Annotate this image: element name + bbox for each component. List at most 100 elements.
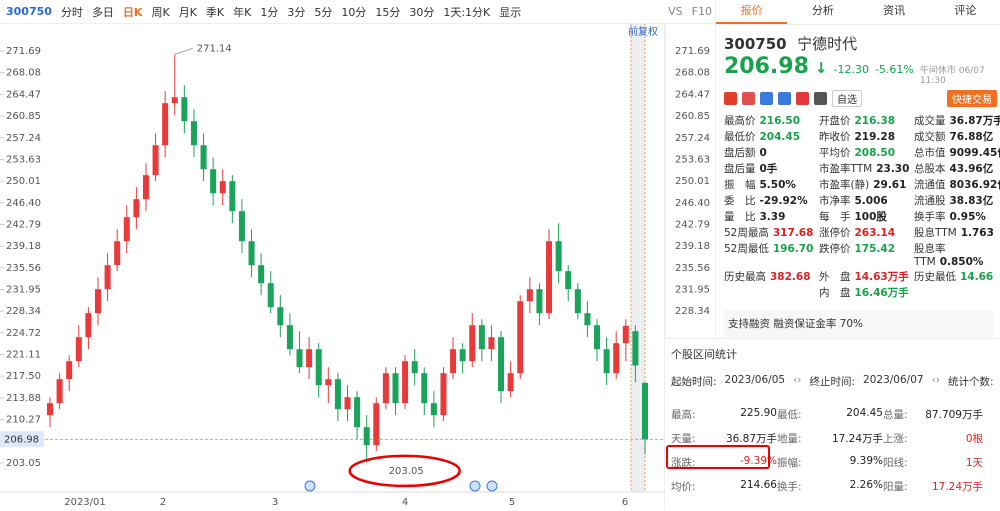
stat-value: 36.87万手: [950, 115, 1000, 127]
start-date[interactable]: 2023/06/05: [725, 374, 786, 389]
period-tab[interactable]: 5分: [314, 4, 332, 20]
price-line: 206.98 ↓ -12.30 -5.61% 午间休市 06/07 11:30: [724, 54, 1000, 86]
candle-body: [114, 241, 120, 265]
stat-value: 76.88亿: [950, 131, 994, 143]
period-tab[interactable]: 1分: [260, 4, 278, 20]
icon: [742, 92, 755, 105]
x-tick-label: 3: [272, 497, 278, 508]
quote-tab[interactable]: 评论: [930, 0, 1000, 24]
adjust-label: 前复权: [628, 25, 658, 38]
candle-body: [383, 373, 389, 403]
candle-body: [172, 97, 178, 103]
interval-range: 起始时间: 2023/06/05‹› 终止时间: 2023/06/07‹› 统计…: [671, 374, 1000, 389]
y-tick-label-right: 228.34: [675, 306, 710, 317]
empty: [724, 285, 819, 300]
icon: [778, 92, 791, 105]
period-tab[interactable]: 季K: [206, 4, 224, 20]
interval-title: 个股区间统计: [671, 346, 1000, 362]
stat-label: 委 比: [724, 195, 756, 207]
tool-link[interactable]: F10: [692, 5, 712, 18]
y-tick-label: 228.34: [6, 306, 41, 317]
quote-tab[interactable]: 分析: [787, 0, 858, 24]
y-tick-label-right: 239.18: [675, 241, 710, 252]
period-tab[interactable]: 月K: [179, 4, 197, 20]
period-tab[interactable]: 日K: [123, 4, 143, 20]
stat-value: 9099.45亿: [950, 147, 1000, 159]
period-tab[interactable]: 周K: [151, 4, 169, 20]
candle-body: [440, 373, 446, 415]
candle-body: [162, 103, 168, 145]
tool-link[interactable]: VS: [668, 5, 683, 18]
end-label: 终止时间:: [809, 374, 855, 389]
stat-value: -29.92%: [760, 195, 808, 207]
y-tick-label: 221.11: [6, 350, 41, 361]
quote-tab[interactable]: 资讯: [859, 0, 930, 24]
interval-value: 214.66: [719, 479, 777, 494]
stat-value: 43.96亿: [950, 163, 994, 175]
stat-value: 216.38: [855, 115, 896, 127]
interval-label: 总量:: [883, 407, 923, 422]
period-tab[interactable]: 15分: [375, 4, 400, 20]
watch-button[interactable]: 自选: [832, 90, 862, 107]
interval-value: 2.26%: [825, 479, 883, 494]
event-icon: [487, 481, 497, 491]
stat-value: 5.50%: [760, 179, 796, 191]
candle-body: [373, 403, 379, 445]
candle-body: [105, 265, 111, 289]
candle-body: [95, 289, 101, 313]
stat-value: 1.763: [961, 227, 994, 239]
period-tab[interactable]: 年K: [233, 4, 251, 20]
candle-body: [124, 217, 130, 241]
stat-label: 市净率: [819, 195, 851, 207]
period-tab[interactable]: 多日: [92, 4, 114, 20]
interval-value: 17.24万手: [825, 431, 883, 446]
stat-label: 盘后量: [724, 163, 756, 175]
event-icon: [470, 481, 480, 491]
candle-body: [594, 325, 600, 349]
candle-body: [450, 349, 456, 373]
stat-label: 开盘价: [819, 115, 851, 127]
y-tick-label: 264.47: [6, 89, 41, 100]
y-tick-label: 246.40: [6, 198, 41, 209]
stat-label: 最高价: [724, 115, 756, 127]
interval-label: 阳量:: [883, 479, 923, 494]
y-tick-label-right: 253.63: [675, 154, 710, 165]
y-tick-label-right: 231.95: [675, 285, 710, 296]
candle-body: [613, 343, 619, 373]
interval-label: 阳线:: [883, 455, 923, 470]
stat: 市盈率(静)29.61: [819, 177, 914, 192]
quote-tab[interactable]: 报价: [716, 0, 787, 24]
candle-body: [181, 97, 187, 121]
candle-body: [143, 175, 149, 199]
period-tab[interactable]: 分时: [61, 4, 83, 20]
period-tab[interactable]: 30分: [409, 4, 434, 20]
period-tab[interactable]: 10分: [341, 4, 366, 20]
end-date[interactable]: 2023/06/07: [863, 374, 924, 389]
stat-value: 14.66: [960, 271, 993, 283]
y-tick-label-right: 246.40: [675, 198, 710, 209]
y-tick-label: 213.88: [6, 393, 41, 404]
candle-body: [488, 337, 494, 349]
stat-value: 0手: [760, 163, 778, 175]
x-tick-label: 5: [509, 497, 515, 508]
interval-value: 1天: [923, 455, 983, 470]
stat-label: 流通股: [914, 195, 946, 207]
period-tab[interactable]: 显示: [499, 4, 521, 20]
period-tab[interactable]: 3分: [287, 4, 305, 20]
trade-button[interactable]: 快捷交易: [947, 90, 997, 107]
stat-value: 8036.92亿: [950, 179, 1000, 191]
candle-body: [268, 283, 274, 307]
period-tab[interactable]: 1天:1分K: [443, 4, 490, 20]
candle-body: [508, 373, 514, 391]
stat-label: 盘后额: [724, 147, 756, 159]
